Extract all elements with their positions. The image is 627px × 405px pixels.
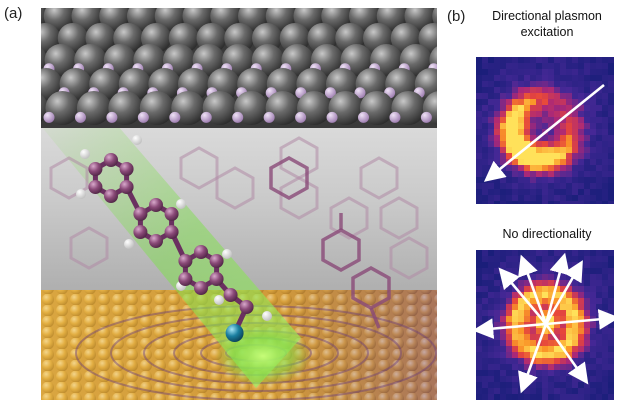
directional-caption-line1: Directional plasmon <box>492 9 602 23</box>
no-directionality-caption: No directionality <box>502 227 592 241</box>
radial-arrow <box>498 267 547 325</box>
panel-b-label: (b) <box>447 8 466 25</box>
radial-arrow <box>544 323 589 385</box>
radial-arrow <box>545 309 614 330</box>
stm-tip-molecule-illustration <box>41 8 437 400</box>
radial-arrow <box>544 260 583 325</box>
radial-arrow <box>544 252 570 325</box>
radial-arrow <box>518 323 548 394</box>
panel-a-label: (a) <box>4 5 23 22</box>
emission-direction-arrow <box>483 83 605 182</box>
isotropic-emission-map <box>476 250 614 400</box>
directional-caption: Directional plasmon excitation <box>470 8 624 40</box>
radial-arrow <box>518 254 548 325</box>
directional-caption-line2: excitation <box>520 25 574 39</box>
directional-emission-map <box>476 57 614 204</box>
radial-arrow <box>476 318 547 339</box>
